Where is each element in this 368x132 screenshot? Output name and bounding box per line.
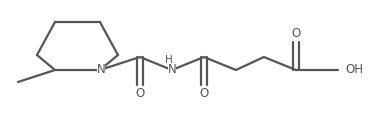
Text: H: H [165,55,173,65]
Text: O: O [135,88,145,100]
Text: N: N [96,63,105,77]
Text: N: N [167,63,176,77]
Text: O: O [291,27,301,39]
Text: OH: OH [346,63,364,77]
Text: O: O [199,88,209,100]
